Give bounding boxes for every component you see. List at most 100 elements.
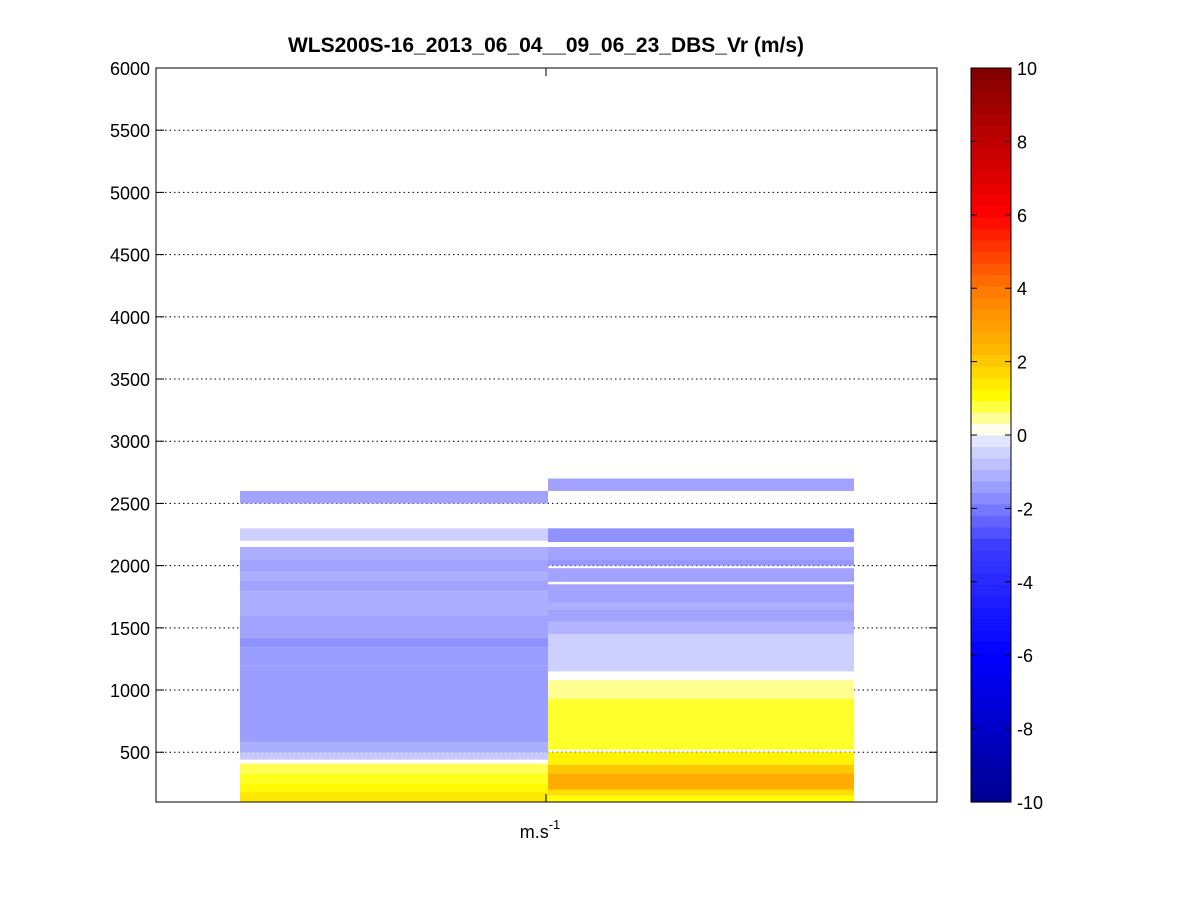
y-tick-label: 5500 xyxy=(110,121,150,141)
y-tick-label: 1000 xyxy=(110,681,150,701)
chart-title: WLS200S-16_2013_06_04__09_06_23_DBS_Vr (… xyxy=(288,34,804,57)
heatmap-cell xyxy=(240,571,548,581)
colorbar-tick-label: -4 xyxy=(1017,573,1033,593)
heatmap-cell xyxy=(548,634,854,672)
y-axis: 500 1000 1500 2000 2500 3000 3500 4000 4500 5000 5… xyxy=(110,59,937,802)
colorbar-segment xyxy=(971,102,1011,115)
heatmap-cell xyxy=(548,609,854,622)
colorbar-segment xyxy=(971,274,1011,287)
colorbar-segment xyxy=(971,595,1011,608)
colorbar-segment xyxy=(971,262,1011,276)
colorbar-segment xyxy=(971,756,1011,769)
colorbar-segment xyxy=(971,125,1011,138)
heatmap-cell xyxy=(240,665,548,743)
colorbar-segment xyxy=(971,389,1011,402)
colorbar-tick-label: -2 xyxy=(1017,499,1033,519)
colorbar-segment xyxy=(971,331,1011,344)
colorbar-segment xyxy=(971,159,1011,172)
colorbar-segment xyxy=(971,664,1011,677)
colorbar-segment xyxy=(971,618,1011,631)
colorbar-segment xyxy=(971,228,1011,241)
heatmap-cell xyxy=(240,646,548,666)
colorbar-tick-label: 0 xyxy=(1017,426,1027,446)
colorbar-segment xyxy=(971,423,1011,436)
colorbar-segment xyxy=(971,285,1011,298)
colorbar-segment xyxy=(971,354,1011,367)
heatmap-cell xyxy=(548,795,854,802)
colorbar-segment xyxy=(971,90,1011,104)
colorbar-segment xyxy=(971,377,1011,390)
colorbar-segment xyxy=(971,744,1011,757)
colorbar-segment xyxy=(971,538,1011,551)
y-tick-label: 6000 xyxy=(110,59,150,79)
colorbar-segment xyxy=(971,320,1011,333)
colorbar-segment xyxy=(971,549,1011,562)
colorbar-segment xyxy=(971,469,1011,482)
colorbar-segment xyxy=(971,652,1011,665)
heatmap-cell xyxy=(240,792,548,802)
y-tick-label: 4500 xyxy=(110,246,150,266)
y-tick-label: 3500 xyxy=(110,370,150,390)
heatmap-cell xyxy=(240,742,548,753)
y-tick-label: 500 xyxy=(120,743,150,763)
colorbar-segment xyxy=(971,584,1011,597)
colorbar-segment xyxy=(971,503,1011,516)
colorbar-tick-label: 10 xyxy=(1017,59,1037,79)
heatmap-cell xyxy=(548,773,854,790)
colorbar-tick-label: 4 xyxy=(1017,279,1027,299)
colorbar-ticks: -10 -8 -6 -4 -2 0 2 4 6 8 10 xyxy=(971,59,1043,813)
colorbar-segment xyxy=(971,698,1011,711)
colorbar-tick-label: -6 xyxy=(1017,646,1033,666)
heatmap-cell xyxy=(548,559,854,566)
colorbar-segment xyxy=(971,148,1011,161)
heatmap-cell xyxy=(548,478,854,491)
x-axis-label: m.s-1 xyxy=(520,817,561,842)
heatmap-cell xyxy=(548,546,854,560)
heatmap-cell xyxy=(240,528,548,541)
colorbar-segment xyxy=(971,366,1011,379)
heatmap-cell xyxy=(548,568,854,582)
y-tick-label: 5000 xyxy=(110,183,150,203)
heatmap-cell xyxy=(240,546,548,560)
colorbar-segment xyxy=(971,480,1011,493)
heatmap-cell xyxy=(240,580,548,591)
colorbar-segment xyxy=(971,194,1011,207)
colorbar-segment xyxy=(971,171,1011,184)
heatmap-cell xyxy=(548,584,854,603)
colorbar-segment xyxy=(971,629,1011,643)
colorbar-segment xyxy=(971,790,1011,803)
colorbar-segment xyxy=(971,457,1011,471)
colorbar-segment xyxy=(971,733,1011,746)
colorbar-segment xyxy=(971,572,1011,585)
colorbar-segment xyxy=(971,308,1011,321)
y-tick-label: 4000 xyxy=(110,308,150,328)
colorbar-segment xyxy=(971,446,1011,459)
colorbar-segment xyxy=(971,297,1011,310)
heatmap-cell xyxy=(548,528,854,542)
colorbar-segment xyxy=(971,515,1011,528)
colorbar-segment xyxy=(971,136,1011,149)
colorbar-segment xyxy=(971,182,1011,195)
heatmap-cell xyxy=(240,637,548,647)
heatmap-cell xyxy=(240,752,548,760)
x-axis-label-base: m.s xyxy=(520,822,549,842)
colorbar-segment xyxy=(971,435,1011,448)
heatmap-cell xyxy=(548,764,854,774)
colorbar-segment xyxy=(971,675,1011,688)
heatmap-cell xyxy=(240,490,548,504)
colorbar-tick-label: -8 xyxy=(1017,720,1033,740)
y-tick-label: 3000 xyxy=(110,432,150,452)
colorbar-segment xyxy=(971,240,1011,253)
heatmap-cell xyxy=(240,773,548,784)
colorbar-segment xyxy=(971,767,1011,780)
colorbar-tick-label: 2 xyxy=(1017,353,1027,373)
heatmap-cell xyxy=(548,680,854,699)
y-tick-label: 2000 xyxy=(110,557,150,577)
colorbar-segment xyxy=(971,79,1011,92)
x-axis-label-superscript: -1 xyxy=(549,817,561,832)
colorbar-tick-label: 6 xyxy=(1017,206,1027,226)
colorbar-segment xyxy=(971,113,1011,126)
colorbar-segment xyxy=(971,251,1011,264)
heatmap-cell xyxy=(548,698,854,750)
